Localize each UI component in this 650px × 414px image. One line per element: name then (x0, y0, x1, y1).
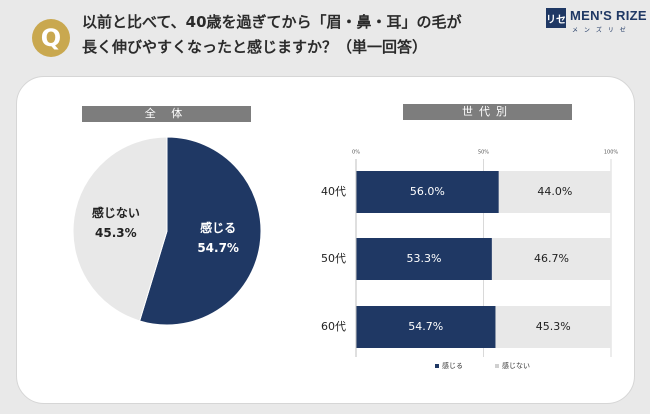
bar-2-series-2 (491, 238, 611, 280)
x-tick-label-3: 100% (604, 150, 619, 156)
category-label-2: 50代 (321, 252, 346, 265)
category-label-3: 60代 (321, 320, 346, 333)
bar-label-3-series-1: 54.7% (408, 320, 443, 333)
bar-3-series-1 (356, 306, 496, 348)
bar-1-series-2 (498, 171, 611, 213)
bar-label-2-series-2: 46.7% (534, 252, 569, 265)
bar-1-series-1 (356, 171, 499, 213)
bar-label-1-series-2: 44.0% (537, 185, 572, 198)
question-badge: Q (32, 19, 70, 57)
bar-label-2-series-1: 53.3% (406, 252, 441, 265)
pie-slice-value-2: 45.3% (95, 226, 137, 240)
pie-slice-1 (139, 136, 262, 326)
bar-3-series-2 (495, 306, 611, 348)
pie-slice-2 (72, 136, 168, 322)
pie-section-label: 全 体 (82, 106, 251, 122)
brand-logo: リセ MEN'S RIZE メ ン ズ リ ゼ (546, 8, 647, 42)
bar-label-3-series-2: 45.3% (536, 320, 571, 333)
category-label-1: 40代 (321, 185, 346, 198)
legend-swatch-2 (495, 364, 499, 368)
logo-name: MEN'S RIZE (570, 8, 647, 23)
x-tick-label-2: 50% (478, 150, 489, 156)
pie-slice-label-2: 感じない (92, 205, 140, 220)
header: Q 以前と比べて、40歳を過ぎてから「眉・鼻・耳」の毛が 長く伸びやすくなったと… (0, 0, 650, 68)
x-tick-label-1: 0% (352, 150, 360, 156)
chart-card: 全 体 世代別 感じる 54.7% 感じない 45.3% 0% 50% 100% 40代 56.… (16, 76, 635, 404)
bar-label-1-series-1: 56.0% (410, 185, 445, 198)
logo-subtitle: メ ン ズ リ ゼ (572, 27, 628, 34)
pie-slice-label-1: 感じる (200, 220, 236, 235)
question-line-1: 以前と比べて、40歳を過ぎてから「眉・鼻・耳」の毛が (82, 13, 462, 31)
legend-label-1: 感じる (442, 361, 463, 370)
chart-canvas: 感じる 54.7% 感じない 45.3% 0% 50% 100% 40代 56.0% 44.0% 5… (72, 136, 619, 370)
question-text: 以前と比べて、40歳を過ぎてから「眉・鼻・耳」の毛が 長く伸びやすくなったと感じ… (82, 10, 522, 60)
legend-label-2: 感じない (502, 361, 530, 370)
question-line-2: 長く伸びやすくなったと感じますか？（単一回答） (82, 38, 428, 56)
generation-section-label: 世代別 (403, 104, 572, 120)
pie-slice-value-1: 54.7% (197, 241, 239, 255)
legend-swatch-1 (435, 364, 439, 368)
bar-2-series-1 (356, 238, 492, 280)
logo-mark: リセ (546, 8, 566, 28)
